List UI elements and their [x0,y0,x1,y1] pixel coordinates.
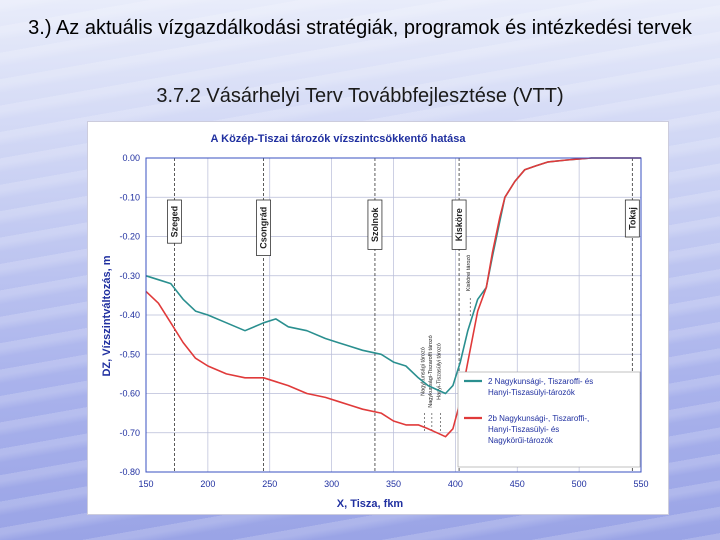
y-tick-label: -0.50 [119,349,140,359]
annotation-label: Nagykunsági tározó [420,347,426,396]
y-tick-label: -0.40 [119,310,140,320]
x-tick-label: 500 [572,479,587,489]
y-tick-label: -0.10 [119,192,140,202]
y-tick-label: -0.30 [119,271,140,281]
y-tick-label: -0.80 [119,467,140,477]
series-line-2 [145,157,641,438]
location-label: Tokaj [627,207,637,230]
location-label: Csongrád [259,207,269,249]
x-axis-label: X, Tisza, fkm [337,498,404,510]
x-tick-label: 550 [633,479,648,489]
annotation-label: Hanyi-Tiszasülyi tározó [437,343,443,400]
x-tick-label: 350 [386,479,401,489]
chart-legend: 2 Nagykunsági-, Tiszaroffi- és Hanyi-Tisz… [457,371,641,468]
x-tick-label: 250 [262,479,277,489]
location-label-box [256,199,271,256]
x-tick-label: 150 [138,479,153,489]
x-tick-label: 300 [324,479,339,489]
y-tick-label: 0.00 [122,153,140,163]
location-label-box [624,199,640,238]
x-tick-label: 200 [200,479,215,489]
x-tick-label: 400 [448,479,463,489]
location-label-box [167,199,182,244]
legend-entry-1: 2 Nagykunsági-, Tiszaroffi- és Hanyi-Tisz… [488,377,593,397]
y-axis-label: DZ, Vízszintváltozás, m [101,255,113,376]
chart-panel: A Közép-Tiszai tározók vízszintcsökkentő… [88,122,668,514]
y-tick-label: -0.70 [119,428,140,438]
legend-entry-2: 2b Nagykunsági-, Tiszaroffi-, Hanyi-Tisza… [488,414,589,445]
x-tick-label: 450 [510,479,525,489]
annotation-label: Nagykunsági-Tiszaroffi tározó [428,335,434,407]
y-tick-label: -0.20 [119,232,140,242]
slide-subtitle: 3.7.2 Vásárhelyi Terv Továbbfejlesztése … [156,85,564,107]
annotation-label: Kiskörei tározó [466,255,472,291]
location-label: Szeged [169,206,179,238]
slide-title: 3.) Az aktuális vízgazdálkodási stratégi… [28,17,692,39]
line-chart: A Közép-Tiszai tározók vízszintcsökkentő… [101,133,649,510]
location-label-box [451,199,467,250]
chart-title: A Közép-Tiszai tározók vízszintcsökkentő… [211,133,467,145]
location-label: Kisköre [454,208,464,241]
y-tick-label: -0.60 [119,389,140,399]
plot-frame [145,157,642,473]
legend-box [457,371,641,468]
location-label-box [367,199,383,250]
location-label: Szolnok [370,206,380,241]
